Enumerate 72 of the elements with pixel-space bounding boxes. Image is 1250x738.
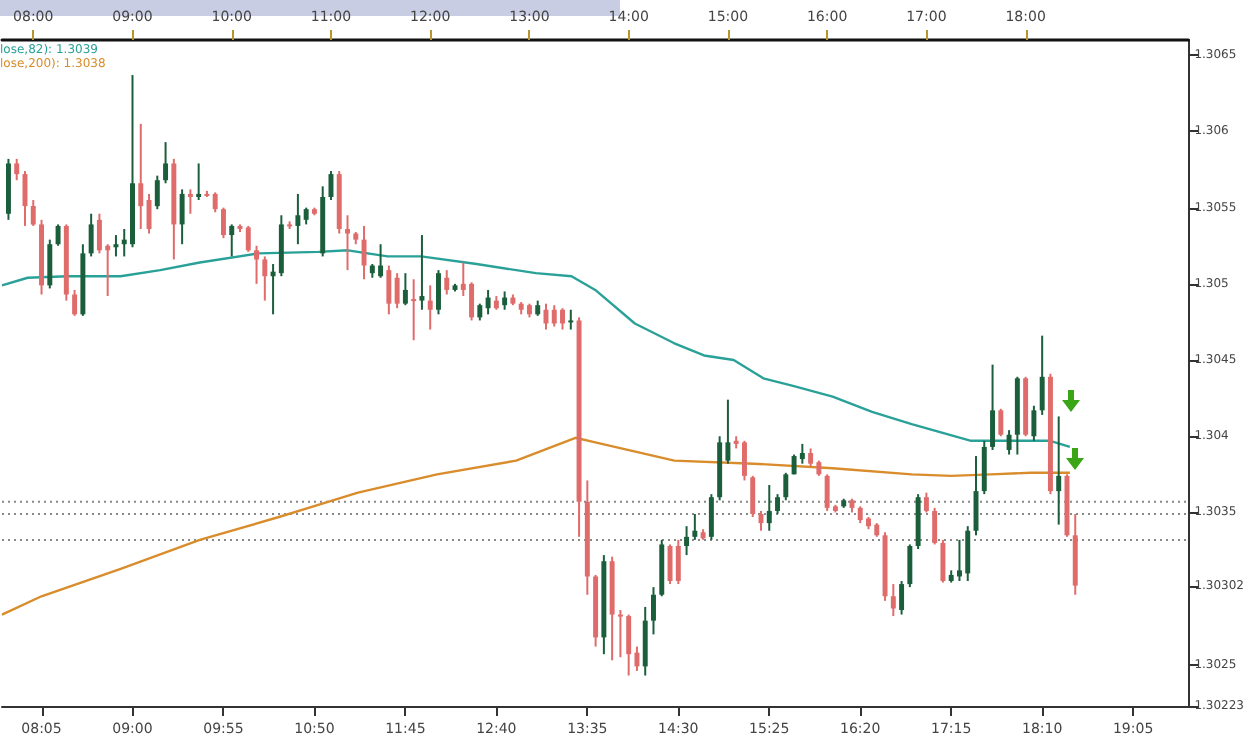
line-series <box>0 436 1072 616</box>
candlestick <box>96 212 102 255</box>
candlestick <box>667 543 673 586</box>
candlestick <box>890 583 896 618</box>
candlestick <box>361 224 367 281</box>
candlestick <box>684 525 690 557</box>
candlestick <box>435 269 441 316</box>
candlestick <box>708 493 714 541</box>
candlestick <box>626 613 632 677</box>
candlestick <box>502 290 508 311</box>
candlestick <box>30 199 36 227</box>
candlestick <box>254 244 260 285</box>
candlestick <box>386 264 392 316</box>
candlestick <box>427 284 433 331</box>
candlestick <box>220 206 226 240</box>
candlestick <box>146 192 152 235</box>
candlestick <box>990 363 996 451</box>
candlestick <box>956 538 962 583</box>
candlestick <box>899 580 905 616</box>
candlestick <box>72 288 78 317</box>
candlestick <box>907 543 913 589</box>
candlestick <box>651 586 656 636</box>
candlestick <box>965 525 971 583</box>
candlestick <box>138 122 144 230</box>
candlestick <box>345 214 350 272</box>
candlestick <box>328 170 334 202</box>
candlestick <box>55 223 61 247</box>
candlestick <box>998 407 1004 438</box>
candlestick <box>163 141 169 185</box>
candlestick <box>1039 334 1045 416</box>
candlestick <box>766 484 772 532</box>
candlestick <box>1031 404 1037 442</box>
candlestick <box>617 608 623 659</box>
candlestick <box>229 223 235 258</box>
candlestick <box>741 439 747 482</box>
candlestick <box>775 493 781 515</box>
candlestick <box>444 269 450 296</box>
candlestick <box>560 307 565 331</box>
candlestick <box>262 255 268 302</box>
candlestick <box>378 243 384 279</box>
candlestick <box>808 447 814 468</box>
candlestick <box>940 538 946 584</box>
candlestick <box>692 512 698 541</box>
candlestick <box>642 605 648 677</box>
candlestick <box>485 288 491 316</box>
candlestick <box>469 281 475 322</box>
candlestick <box>402 272 408 307</box>
candlestick <box>1006 429 1012 456</box>
candlestick <box>824 473 830 512</box>
candlestick <box>88 212 94 258</box>
candlestick <box>394 272 400 310</box>
candlestick <box>783 471 789 502</box>
candlestick <box>47 238 53 290</box>
candlestick <box>245 224 251 253</box>
candlestick <box>750 474 756 519</box>
candlestick <box>154 174 160 211</box>
candlestick <box>675 538 681 586</box>
candlestick <box>551 304 557 328</box>
candlestick <box>295 192 301 246</box>
candlestick <box>923 491 929 514</box>
candlestick <box>14 157 20 182</box>
candlestick <box>568 308 574 331</box>
candlestick <box>419 234 425 311</box>
candlestick <box>113 234 119 258</box>
candlestick <box>187 188 193 215</box>
candlestick <box>212 191 218 214</box>
candlestick <box>411 278 417 342</box>
candlestick <box>981 439 987 496</box>
candlestick <box>196 162 202 202</box>
candlestick <box>932 506 938 546</box>
candlestick <box>1056 415 1062 526</box>
candlestick <box>179 188 185 246</box>
